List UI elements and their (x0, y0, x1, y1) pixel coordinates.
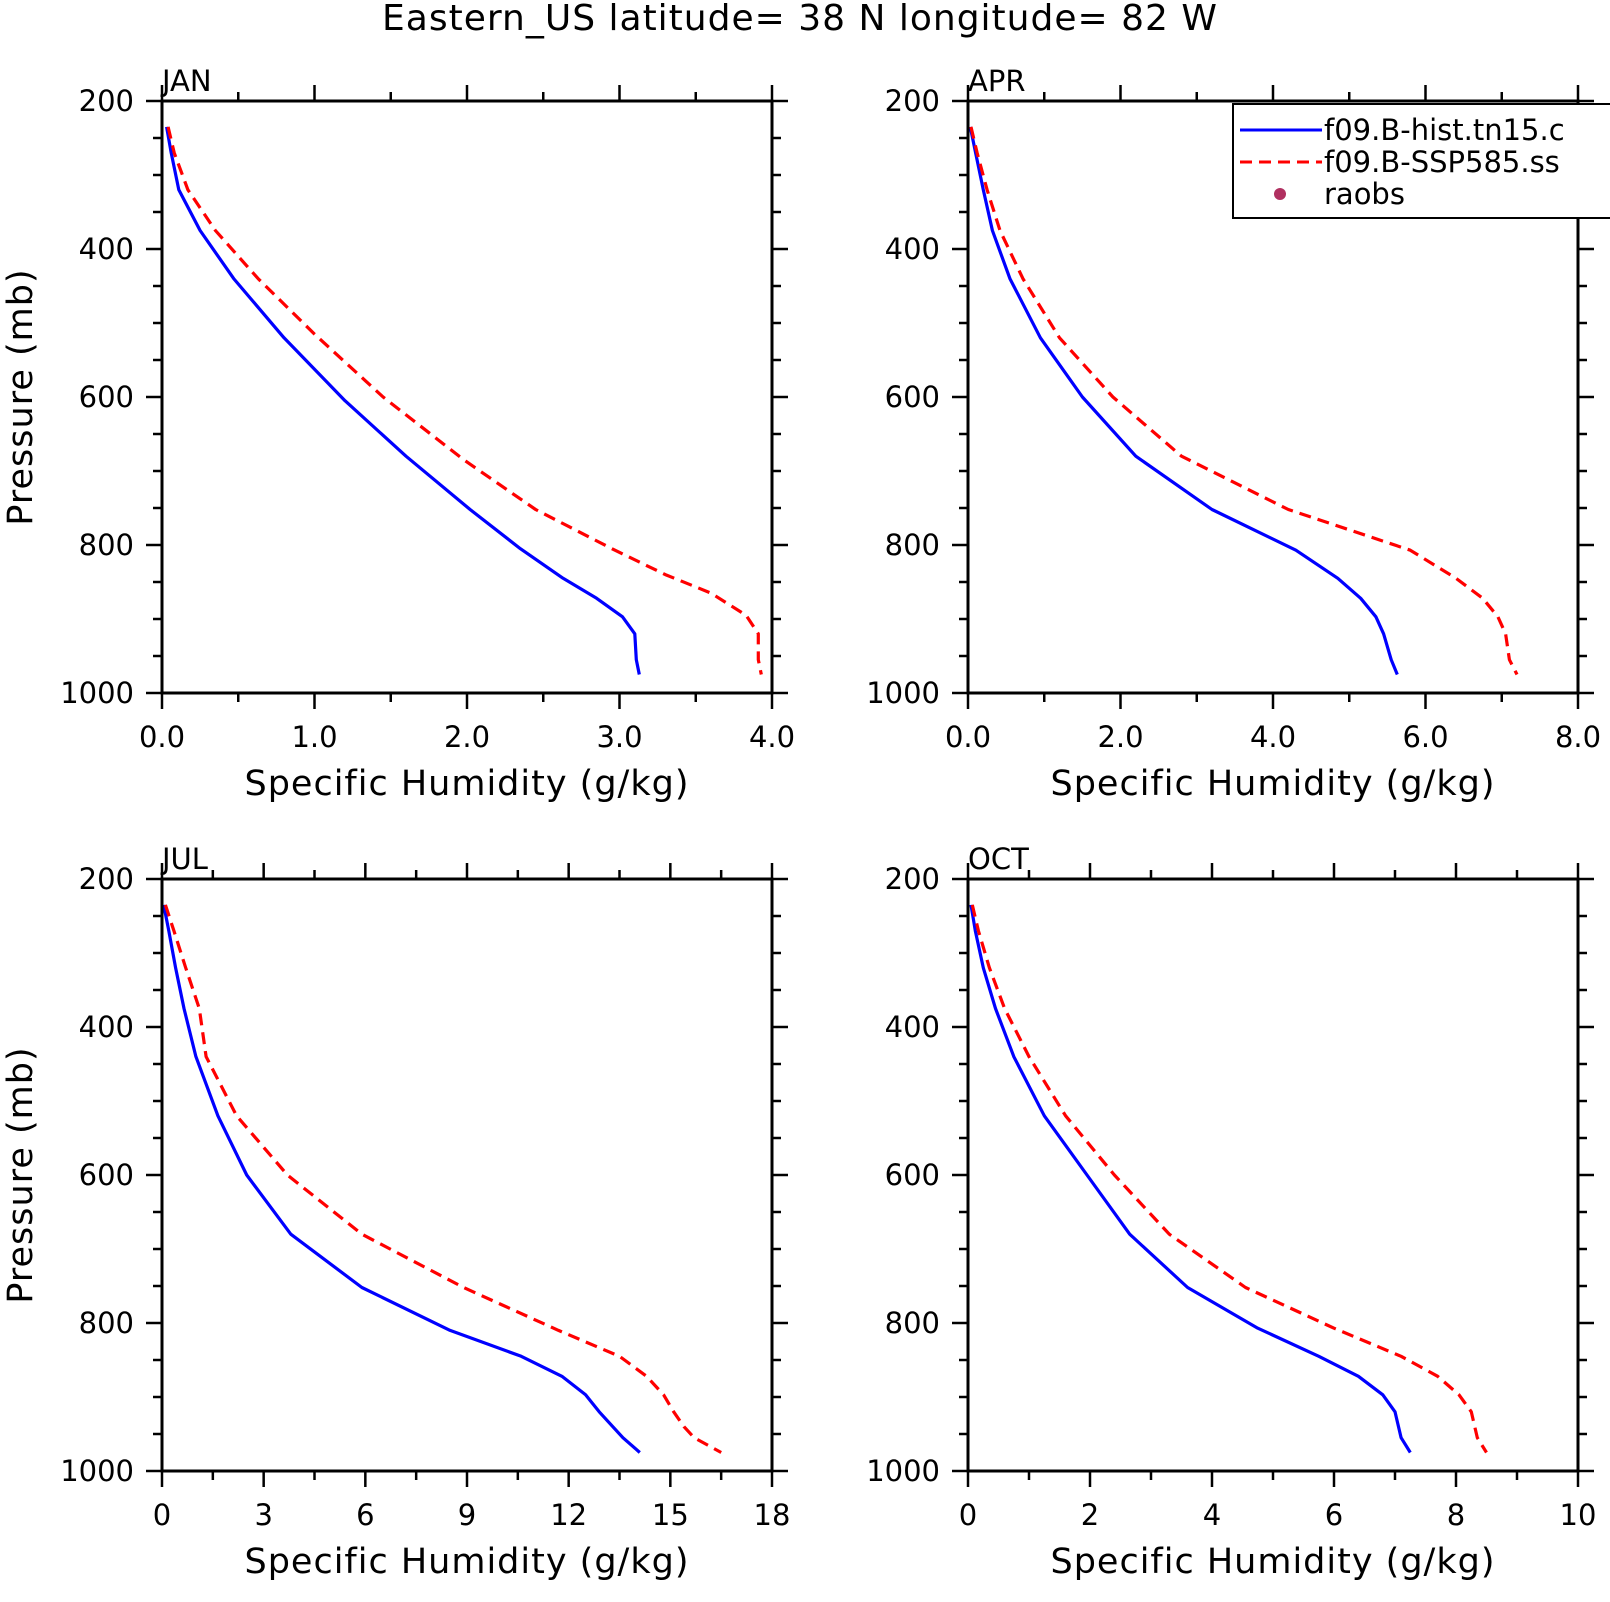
x-tick-label: 3.0 (596, 720, 642, 754)
x-tick-label: 6 (1325, 1498, 1343, 1532)
legend-marker-raobs (1274, 188, 1286, 200)
y-tick-label: 1000 (866, 676, 940, 710)
x-tick-label: 0.0 (945, 720, 991, 754)
x-tick-label: 15 (652, 1498, 689, 1532)
x-axis-label: Specific Humidity (g/kg) (1051, 1542, 1496, 1582)
y-tick-label: 800 (885, 1306, 940, 1340)
x-tick-label: 4.0 (749, 720, 795, 754)
panel-title: OCT (968, 842, 1029, 876)
legend-label: f09.B-hist.tn15.c (1324, 113, 1565, 147)
panel-jul: JUL 200 400 600 800 1000 0 3 6 9 12 15 18 Specific Hu… (1, 842, 790, 1582)
series-line-hist (968, 126, 1399, 676)
y-tick-label: 600 (885, 1158, 940, 1192)
y-tick-label: 800 (79, 528, 134, 562)
y-tick-label: 1000 (866, 1454, 940, 1488)
legend-box (1232, 103, 1610, 219)
x-tick-label: 8.0 (1555, 720, 1601, 754)
plot-frame (160, 877, 774, 1473)
y-tick-label: 400 (885, 1010, 940, 1044)
x-tick-label: 18 (754, 1498, 791, 1532)
legend-label: raobs (1324, 177, 1405, 211)
x-tick-label: 6.0 (1402, 720, 1448, 754)
y-tick-label: 200 (79, 84, 134, 118)
y-tick-label: 600 (79, 380, 134, 414)
x-axis-label: Specific Humidity (g/kg) (245, 1542, 690, 1582)
plot-frame (966, 877, 1580, 1473)
y-tick-label: 1000 (60, 1454, 134, 1488)
x-tick-label: 12 (550, 1498, 587, 1532)
y-tick-label: 800 (79, 1306, 134, 1340)
figure-title: Eastern_US latitude= 38 N longitude= 82 … (382, 0, 1218, 39)
x-tick-label: 6 (356, 1498, 374, 1532)
series-line-ssp585 (166, 126, 763, 675)
panel-title: JUL (160, 842, 208, 876)
legend-label: f09.B-SSP585.ss (1324, 145, 1560, 179)
plot-frame (160, 99, 774, 695)
y-tick-label: 800 (885, 528, 940, 562)
x-axis-label: Specific Humidity (g/kg) (245, 764, 690, 804)
series-line-ssp585 (969, 126, 1519, 676)
y-tick-label: 200 (885, 84, 940, 118)
y-tick-label: 400 (885, 232, 940, 266)
y-tick-label: 200 (885, 862, 940, 896)
x-tick-label: 3 (254, 1498, 272, 1532)
x-tick-label: 1.0 (291, 720, 337, 754)
y-axis-label: Pressure (mb) (1, 1046, 41, 1303)
x-tick-label: 2.0 (444, 720, 490, 754)
series-line-ssp585 (970, 904, 1488, 1454)
y-tick-label: 600 (885, 380, 940, 414)
series-line-hist (165, 126, 641, 675)
y-axis-label: Pressure (mb) (1, 268, 41, 525)
x-tick-label: 0 (153, 1498, 171, 1532)
x-tick-label: 2 (1081, 1498, 1099, 1532)
x-tick-label: 4.0 (1250, 720, 1296, 754)
x-axis-label: Specific Humidity (g/kg) (1051, 764, 1496, 804)
x-tick-label: 0 (959, 1498, 977, 1532)
x-tick-label: 9 (458, 1498, 476, 1532)
y-tick-label: 200 (79, 862, 134, 896)
x-tick-label: 0.0 (139, 720, 185, 754)
series-line-ssp585 (163, 904, 722, 1454)
x-tick-label: 10 (1560, 1498, 1597, 1532)
panel-title: APR (968, 64, 1025, 98)
x-tick-label: 2.0 (1097, 720, 1143, 754)
x-tick-label: 8 (1447, 1498, 1465, 1532)
y-tick-label: 400 (79, 1010, 134, 1044)
panel-oct: OCT 200 400 600 800 1000 0 2 4 6 8 10 Specific Humid… (866, 842, 1596, 1582)
x-tick-label: 4 (1203, 1498, 1221, 1532)
series-line-hist (162, 904, 641, 1454)
plot-frame (966, 99, 1580, 695)
y-tick-label: 400 (79, 232, 134, 266)
series-line-hist (969, 904, 1412, 1454)
y-tick-label: 1000 (60, 676, 134, 710)
panel-title: JAN (160, 64, 212, 98)
y-tick-label: 600 (79, 1158, 134, 1192)
